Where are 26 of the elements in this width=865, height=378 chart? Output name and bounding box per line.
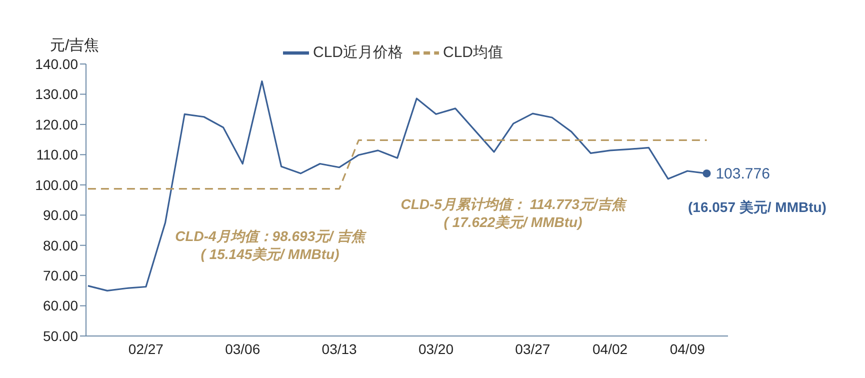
x-tick-label: 03/06 [225,340,260,357]
y-tick-label: 100.00 [35,176,78,193]
x-tick-label: 02/27 [128,340,164,357]
y-tick-label: 80.00 [42,237,78,254]
y-tick-label: 70.00 [42,268,78,284]
y-axis-title: 元/吉焦 [50,36,100,55]
x-tick-label: 03/27 [515,340,550,357]
y-tick-label: 120.00 [35,116,78,132]
annotation: ( 15.145美元/ MMBtu) [200,246,340,264]
legend-label: CLD近月价格 [312,44,403,61]
y-tick-label: 110.00 [36,146,78,163]
y-tick-label: 90.00 [42,207,78,224]
x-tick-label: 03/13 [322,340,358,357]
y-tick-label: 60.00 [42,298,78,314]
x-tick-label: 04/02 [592,340,628,357]
annotation: CLD-5月累计均值： 114.773元/吉焦 [400,196,626,214]
y-tick-label: 130.00 [35,86,78,102]
legend-label: CLD均值 [443,44,504,61]
y-tick-label: 50.00 [42,328,78,344]
annotation: (16.057 美元/ MMBtu) [688,199,826,217]
annotation: ( 17.622美元/ MMBtu) [444,214,582,232]
x-tick-label: 04/09 [670,340,706,357]
data-label: 103.776 [716,165,770,182]
y-tick-label: 140.00 [35,56,78,72]
x-tick-label: 03/20 [418,340,454,357]
annotation: CLD-4月均值：98.693元/ 吉焦 [175,228,365,246]
